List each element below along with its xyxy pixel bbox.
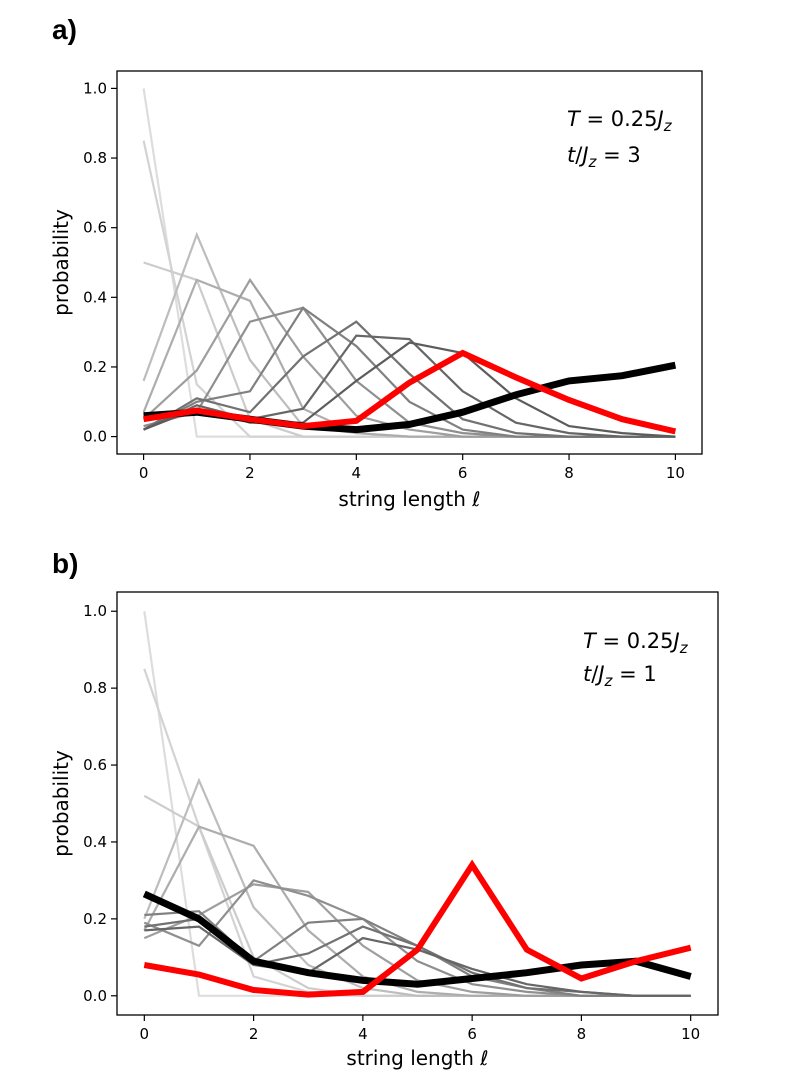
chart-b-series-red	[143, 859, 692, 998]
chart-a-series-gray-9	[143, 320, 676, 438]
chart-a-ytick-label: 1.0	[83, 79, 107, 97]
chart-b-xtick-label: 6	[467, 1025, 477, 1043]
chart-b-xtick-label: 2	[249, 1025, 259, 1043]
chart-b-xtick-label: 10	[681, 1025, 700, 1043]
panel-label-b: b)	[52, 548, 79, 579]
chart-b-series-group	[142, 611, 692, 998]
chart-b-xlabel: string length ℓ	[346, 1046, 488, 1070]
chart-a-ytick-label: 0.2	[83, 358, 107, 376]
chart-b-annotation-time: t/Jz = 1	[583, 662, 657, 690]
chart-a-annotation-time: t/Jz = 3	[567, 143, 641, 171]
chart-a-ytick-label: 0.0	[83, 428, 107, 446]
chart-a-series-red	[143, 349, 677, 435]
chart-b-series-black	[142, 890, 692, 988]
chart-a-frame	[116, 70, 703, 455]
chart-a-xtick-label: 4	[352, 464, 362, 482]
chart-a-svg: 0 2 4 6 8 10 0.0 0.2 0.4 0.6 0.8 1.0 string length …	[49, 70, 703, 511]
chart-b-ticks: 0 2 4 6 8 10 0.0 0.2 0.4 0.6 0.8 1.0	[83, 602, 700, 1043]
chart-panel-b: b) 0 2 4 6 8 10 0.0 0.2 0.4 0.6 0.8 1.0 string leng…	[0, 540, 789, 1081]
chart-a-xtick-label: 6	[458, 464, 468, 482]
chart-a-series-group	[142, 88, 677, 438]
chart-b-xtick-label: 0	[140, 1025, 150, 1043]
chart-a-xtick-label: 0	[139, 464, 149, 482]
chart-a-xtick-label: 8	[564, 464, 574, 482]
chart-a-xlabel: string length ℓ	[338, 487, 480, 511]
chart-a-series-gray-2	[142, 140, 676, 438]
chart-b-xtick-label: 8	[577, 1025, 587, 1043]
chart-b-ytick-label: 0.6	[83, 756, 107, 774]
chart-b-ytick-label: 0.0	[83, 987, 107, 1005]
chart-a-xtick-label: 2	[245, 464, 255, 482]
chart-a-annotation-temperature: T = 0.25Jz	[567, 107, 673, 135]
chart-b-annotation-temperature: T = 0.25Jz	[583, 629, 689, 657]
chart-b-ytick-label: 0.8	[83, 679, 107, 697]
chart-b-xtick-label: 4	[358, 1025, 368, 1043]
chart-a-ytick-label: 0.8	[83, 149, 107, 167]
chart-a-ticks: 0 2 4 6 8 10 0.0 0.2 0.4 0.6 0.8 1.0	[83, 79, 685, 482]
chart-b-ylabel: probability	[49, 750, 73, 857]
chart-a-ytick-label: 0.6	[83, 219, 107, 237]
chart-b-ytick-label: 0.4	[83, 833, 107, 851]
chart-b-svg: 0 2 4 6 8 10 0.0 0.2 0.4 0.6 0.8 1.0 string length …	[49, 591, 719, 1070]
chart-b-frame	[116, 591, 719, 1016]
panel-label-a: a)	[52, 14, 77, 45]
chart-b-ytick-label: 1.0	[83, 602, 107, 620]
chart-b-ytick-label: 0.2	[83, 910, 107, 928]
chart-a-ylabel: probability	[49, 209, 73, 316]
chart-a-xtick-label: 10	[666, 464, 685, 482]
chart-panel-a: a) 0 2 4 6 8 10 0.0 0.2 0.4 0.6 0.8 1.0 string leng…	[0, 0, 789, 530]
chart-a-ytick-label: 0.4	[83, 288, 107, 306]
